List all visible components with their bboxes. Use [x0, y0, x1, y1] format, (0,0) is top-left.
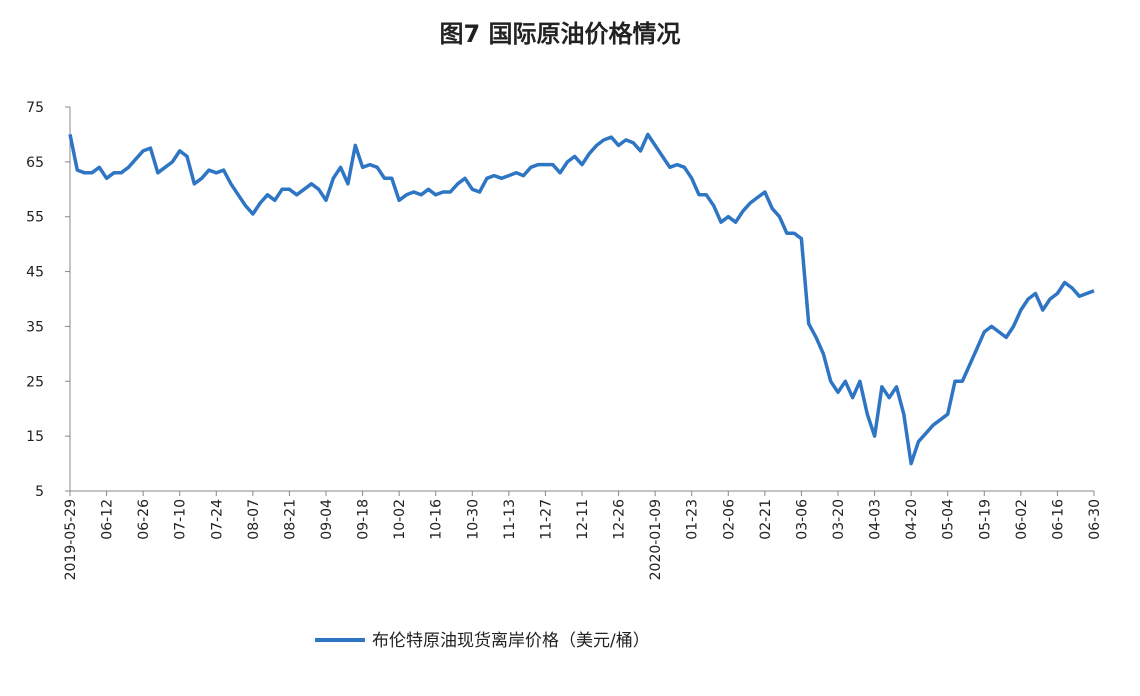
x-tick-label: 10-16: [429, 499, 445, 540]
x-tick-label: 06-16: [1050, 499, 1066, 540]
x-tick-label: 06-02: [1014, 499, 1030, 540]
line-series: [68, 132, 1095, 466]
x-tick-label: 10-02: [392, 499, 408, 540]
y-tick-label: 15: [26, 429, 44, 445]
x-tick-label: 04-03: [868, 499, 884, 540]
y-tick-label: 35: [26, 319, 44, 335]
x-tick-label: 06-12: [100, 499, 116, 540]
x-tick-label: 06-30: [1087, 499, 1103, 540]
x-tick-label: 12-26: [612, 499, 628, 540]
chart-title: 图7 国际原油价格情况: [439, 20, 680, 48]
x-tick-label: 04-20: [904, 499, 920, 540]
x-tick-label: 08-07: [246, 499, 262, 540]
x-tick-label: 01-23: [685, 499, 701, 540]
y-tick-label: 45: [26, 265, 44, 281]
y-tick-label: 25: [26, 374, 44, 390]
x-tick-label: 07-10: [173, 499, 189, 540]
x-tick-label: 07-24: [209, 499, 225, 540]
y-tick-label: 55: [26, 210, 44, 226]
x-tick-label: 12-11: [575, 499, 591, 540]
x-tick-label: 2020-01-09: [648, 499, 664, 580]
x-tick-label: 03-06: [794, 499, 810, 540]
y-tick-label: 5: [35, 484, 44, 500]
x-tick-label: 03-20: [831, 499, 847, 540]
x-tick-label: 06-26: [136, 499, 152, 540]
x-tick-label: 09-18: [356, 499, 372, 540]
x-tick-label: 02-06: [721, 499, 737, 540]
legend-label: 布伦特原油现货离岸价格（美元/桶）: [372, 631, 650, 651]
x-tick-label: 09-04: [319, 499, 335, 540]
x-tick-label: 02-21: [758, 499, 774, 540]
x-tick-label: 2019-05-29: [63, 499, 79, 580]
x-tick-label: 05-19: [977, 499, 993, 540]
x-tick-label: 05-04: [941, 499, 957, 540]
x-tick-label: 11-13: [502, 499, 518, 540]
x-tick-label: 11-27: [538, 499, 554, 540]
x-tick-label: 10-30: [465, 499, 481, 540]
y-tick-label: 65: [26, 155, 44, 171]
x-tick-label: 08-21: [282, 499, 298, 540]
y-tick-label: 75: [26, 100, 44, 116]
